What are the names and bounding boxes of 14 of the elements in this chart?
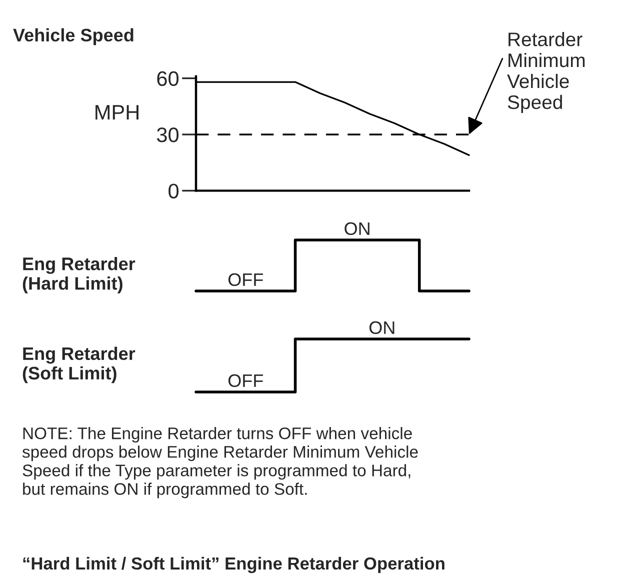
annotation: OFF [228, 273, 263, 286]
y-axis-title: Eng Retarder (Hard Limit) [22, 257, 136, 294]
text: NOTE: The Engine Retarder turns OFF when vehicle speed drops below Engine Retarder Minimum Vehicle Speed if the Type parameter is programmed to Hard, but remains ON if programmed to Soft. [22, 427, 418, 498]
y-tick-label: 30 [156, 127, 179, 142]
y-tick-label: 60 [157, 71, 179, 86]
chart-title: Vehicle Speed [13, 28, 134, 46]
y-axis-title: MPH [96, 105, 138, 120]
text: “Hard Limit / Soft Limit” Engine Retarder Operation [23, 556, 444, 574]
text: ON [344, 222, 370, 236]
y-tick-label: 0 [168, 184, 179, 198]
y-axis-title: Eng Retarder (Soft Limit) [22, 346, 136, 384]
text: ON [369, 321, 394, 334]
annotation: OFF [228, 374, 263, 388]
text: Retarder Minimum Vehicle Speed [507, 32, 585, 113]
